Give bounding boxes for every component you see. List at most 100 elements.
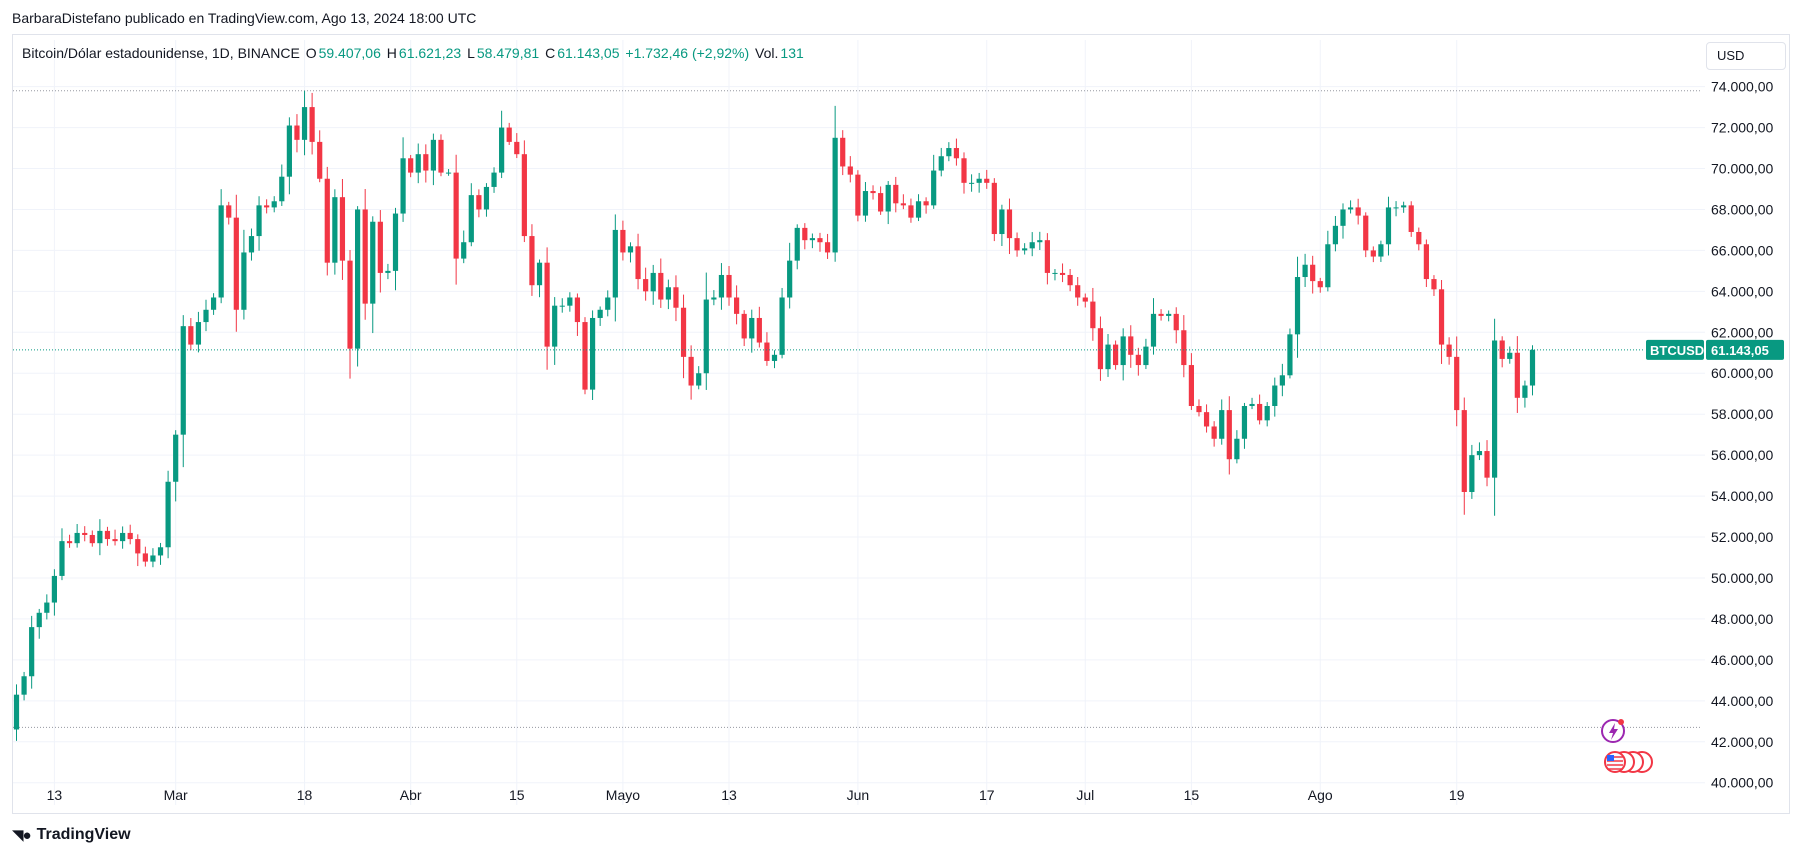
candle-down (680, 294, 687, 379)
candle-body (1158, 313, 1164, 316)
event-icons[interactable] (1601, 719, 1653, 773)
candle-body (1423, 244, 1429, 280)
candle-down (824, 233, 831, 259)
candle-up (29, 615, 35, 689)
candle-body (339, 197, 346, 261)
candle-down (1257, 394, 1263, 425)
candle-up (1385, 196, 1392, 256)
candle-down (1363, 212, 1369, 258)
candle-body (1211, 426, 1217, 439)
candle-up (1529, 345, 1536, 396)
candle-up (1401, 201, 1407, 213)
candle-body (195, 322, 202, 345)
candle-up (612, 214, 618, 322)
candle-body (13, 694, 20, 730)
candle-down (1158, 309, 1164, 321)
candle-down (112, 529, 118, 546)
candle-body (430, 139, 436, 171)
candle-down (984, 169, 990, 189)
candle-down (1446, 337, 1452, 365)
candle-up (968, 174, 975, 192)
candle-body (264, 205, 270, 208)
candle-body (1310, 264, 1316, 282)
candle-down (544, 247, 550, 370)
candle-body (1507, 352, 1513, 359)
candle-body (1401, 205, 1407, 208)
candle-body (726, 274, 732, 298)
candle-body (605, 297, 611, 310)
candle-body (1385, 207, 1392, 245)
candle-body (188, 326, 194, 345)
candle-body (1143, 346, 1149, 366)
candle-body (97, 530, 103, 544)
candle-body (279, 176, 285, 202)
candle-down (1173, 307, 1179, 344)
tradingview-logo[interactable]: ◥● TradingView (12, 826, 131, 844)
candle-body (968, 182, 975, 184)
candle-body (749, 317, 755, 339)
candle-up (286, 117, 292, 195)
candle-body (658, 272, 664, 300)
candle-down (309, 92, 315, 155)
candle-down (840, 130, 846, 176)
candle-down (188, 318, 194, 351)
candle-body (1188, 365, 1194, 407)
candle-down (643, 267, 649, 301)
candle-up (1272, 377, 1278, 417)
candle-body (1431, 279, 1437, 290)
candle-body (976, 178, 982, 183)
candle-up (589, 310, 596, 401)
candle-body (309, 107, 315, 142)
time-tick-label: 15 (509, 787, 525, 803)
candle-down (1067, 268, 1073, 292)
candle-body (499, 127, 505, 173)
candle-body (718, 274, 725, 298)
candle-body (438, 139, 444, 173)
candle-up (999, 204, 1005, 246)
candle-body (840, 137, 846, 167)
candle-up (13, 684, 20, 741)
price-tick-label: 66.000,00 (1711, 242, 1773, 258)
candle-up (256, 196, 262, 251)
candle-up (915, 194, 922, 222)
candle-up (180, 315, 186, 468)
currency-selector-button[interactable]: USD (1706, 42, 1786, 70)
candle-down (438, 134, 444, 177)
candle-up (1166, 310, 1172, 322)
candle-body (1059, 272, 1066, 275)
candle-body (847, 166, 853, 175)
candle-body (415, 154, 421, 173)
candle-up (1492, 318, 1498, 516)
legend-symbol[interactable]: Bitcoin/Dólar estadounidense, 1D, BINANC… (22, 45, 300, 61)
time-tick-label: Abr (400, 787, 422, 803)
candle-down (264, 199, 270, 214)
candle-up (51, 569, 57, 616)
candle-up (1249, 397, 1255, 410)
candle-body (1416, 231, 1422, 245)
candle-down (1431, 275, 1437, 296)
candle-down (1128, 325, 1134, 368)
candle-up (779, 287, 785, 359)
candle-body (597, 309, 603, 318)
candle-body (104, 530, 111, 540)
candle-up (491, 167, 497, 193)
candle-body (1499, 340, 1505, 359)
candle-body (1150, 313, 1157, 347)
candle-body (483, 186, 490, 210)
candle-body (256, 205, 262, 237)
price-range-lines (13, 90, 1700, 728)
candle-body (271, 201, 277, 208)
candle-body (915, 201, 922, 218)
candle-up (1143, 338, 1149, 370)
candle-down (1135, 347, 1141, 376)
candle-up (120, 526, 126, 549)
candle-body (1120, 336, 1126, 366)
price-tick-label: 60.000,00 (1711, 365, 1773, 381)
candle-up (430, 133, 436, 186)
candle-body (408, 158, 414, 173)
candle-down (89, 530, 95, 547)
candle-down (1113, 340, 1119, 370)
candle-body (1014, 238, 1020, 251)
candle-body (1226, 410, 1232, 460)
